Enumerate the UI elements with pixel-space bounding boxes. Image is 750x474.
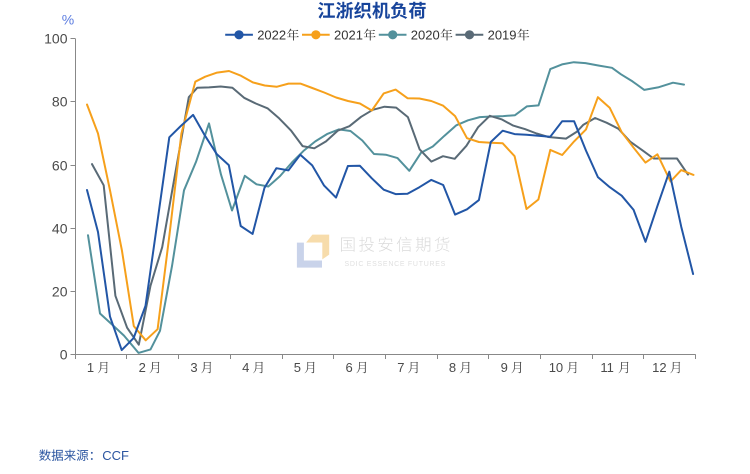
svg-text:4: 4: [242, 360, 249, 375]
svg-text:12: 12: [652, 360, 666, 375]
svg-text:%: %: [62, 12, 74, 28]
svg-text:SDIC ESSENCE FUTURES: SDIC ESSENCE FUTURES: [345, 261, 447, 268]
svg-text:2019: 2019: [488, 28, 517, 43]
svg-text:10: 10: [549, 360, 563, 375]
svg-text:100: 100: [44, 30, 68, 46]
svg-text:2: 2: [139, 360, 146, 375]
svg-text:40: 40: [52, 220, 68, 236]
svg-text:20: 20: [52, 283, 68, 299]
svg-text:2022: 2022: [257, 28, 286, 43]
svg-text:80: 80: [52, 93, 68, 109]
svg-text:60: 60: [52, 157, 68, 173]
svg-text:3: 3: [190, 360, 197, 375]
svg-text:8: 8: [449, 360, 456, 375]
svg-text:6: 6: [346, 360, 353, 375]
svg-text:2020: 2020: [411, 28, 440, 43]
svg-text:9: 9: [501, 360, 508, 375]
svg-text:5: 5: [294, 360, 301, 375]
svg-text:CCF: CCF: [102, 448, 129, 463]
svg-text:7: 7: [397, 360, 404, 375]
svg-text:0: 0: [60, 346, 68, 362]
svg-text:11: 11: [600, 360, 614, 375]
svg-text:1: 1: [87, 360, 94, 375]
svg-text:2021: 2021: [334, 28, 363, 43]
